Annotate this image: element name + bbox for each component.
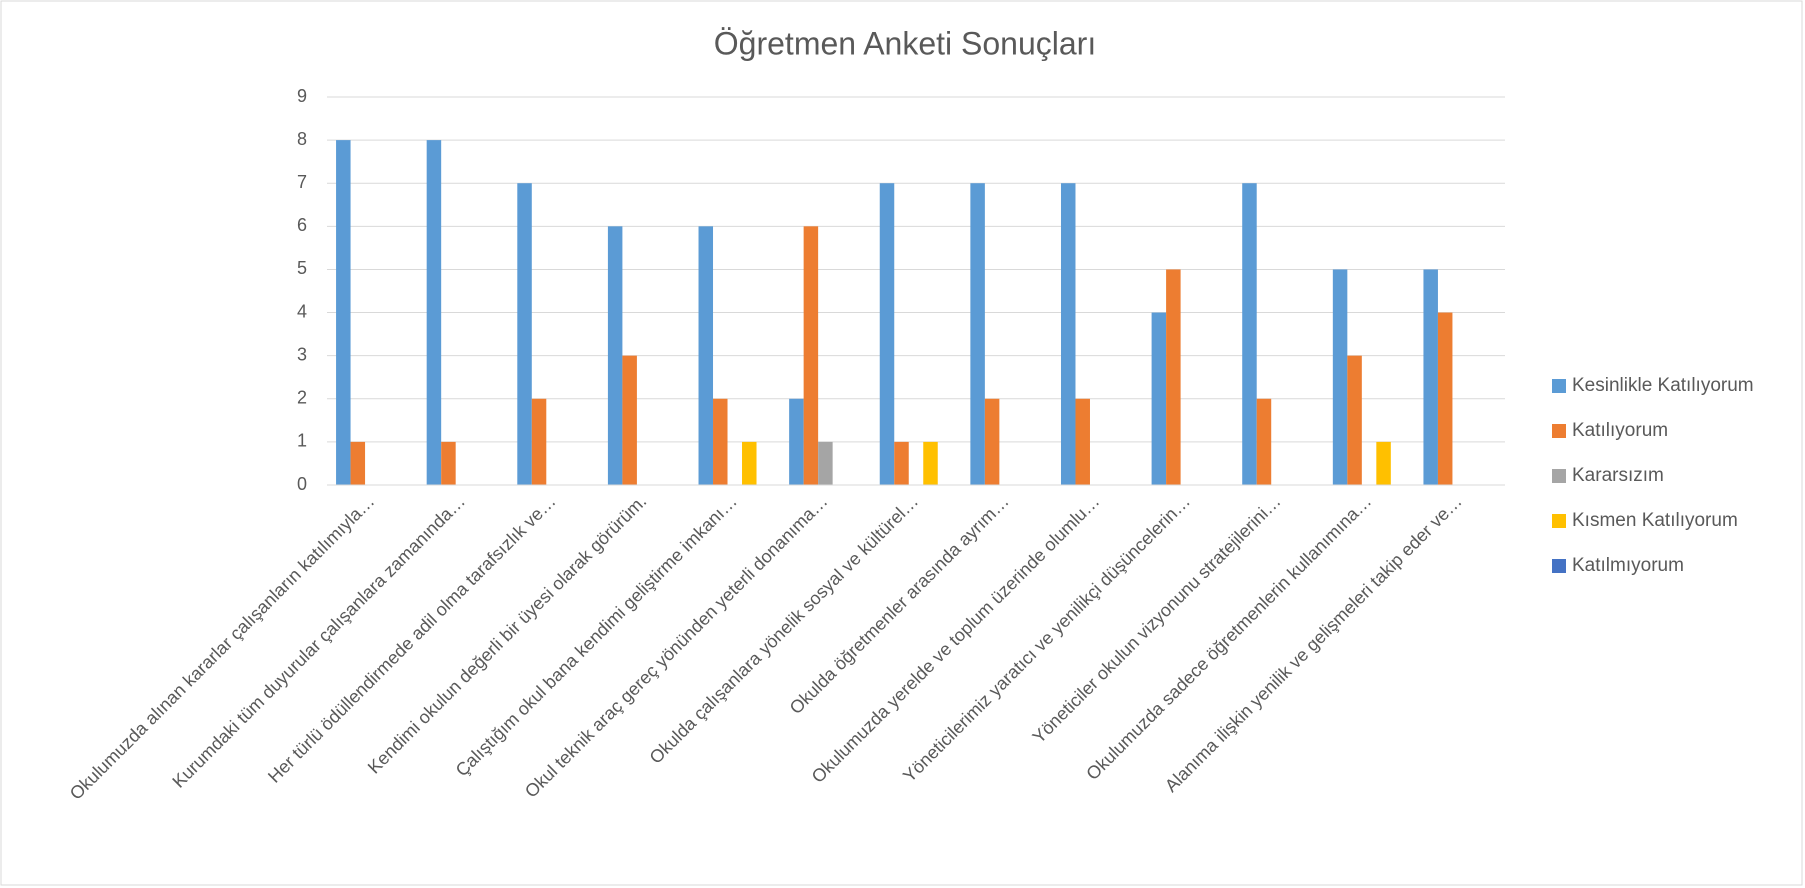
- legend-swatch: [1552, 514, 1566, 528]
- bar: [607, 226, 623, 486]
- bar: [531, 398, 547, 485]
- bar: [713, 398, 728, 485]
- bar: [742, 441, 757, 485]
- bar: [1423, 269, 1438, 485]
- y-tick-label: 6: [297, 215, 307, 235]
- legend-label: Kısmen Katılıyorum: [1572, 510, 1738, 531]
- y-tick-label: 8: [297, 129, 307, 149]
- bar: [894, 441, 909, 485]
- legend-label: Kararsızım: [1572, 465, 1664, 486]
- bar: [350, 441, 366, 485]
- bar: [1242, 183, 1257, 485]
- bar: [426, 140, 442, 485]
- y-tick-label: 4: [297, 301, 307, 321]
- bar: [1332, 269, 1348, 485]
- y-tick-label: 5: [297, 258, 307, 278]
- bar: [698, 226, 714, 486]
- legend-swatch: [1552, 469, 1566, 483]
- bar: [1060, 183, 1076, 485]
- bar: [789, 398, 804, 485]
- legend-swatch: [1552, 559, 1566, 573]
- bar: [441, 441, 456, 485]
- bar: [1256, 398, 1272, 485]
- bar: [1437, 312, 1453, 485]
- chart-title: Öğretmen Anketi Sonuçları: [714, 25, 1096, 61]
- bar: [1376, 441, 1391, 485]
- bar: [517, 183, 532, 485]
- y-tick-label: 2: [297, 388, 307, 408]
- bar: [984, 398, 1000, 485]
- bar: [818, 441, 833, 485]
- legend-label: Katılmıyorum: [1572, 555, 1684, 576]
- legend-label: Katılıyorum: [1572, 420, 1668, 441]
- bar: [622, 355, 637, 485]
- y-tick-label: 1: [297, 431, 307, 451]
- bar: [1347, 355, 1362, 485]
- bar: [1075, 398, 1090, 485]
- bar: [970, 183, 985, 485]
- bar: [879, 183, 895, 485]
- y-tick-label: 9: [297, 86, 307, 106]
- bar: [1151, 312, 1167, 485]
- y-tick-label: 7: [297, 172, 307, 192]
- bar: [336, 140, 351, 485]
- legend-swatch: [1552, 379, 1566, 393]
- legend-label: Kesinlikle Katılıyorum: [1572, 375, 1754, 396]
- y-tick-label: 3: [297, 344, 307, 364]
- bar: [923, 441, 938, 485]
- bar: [803, 226, 819, 486]
- y-tick-label: 0: [297, 474, 307, 494]
- legend-swatch: [1552, 424, 1566, 438]
- bar: [1166, 269, 1181, 485]
